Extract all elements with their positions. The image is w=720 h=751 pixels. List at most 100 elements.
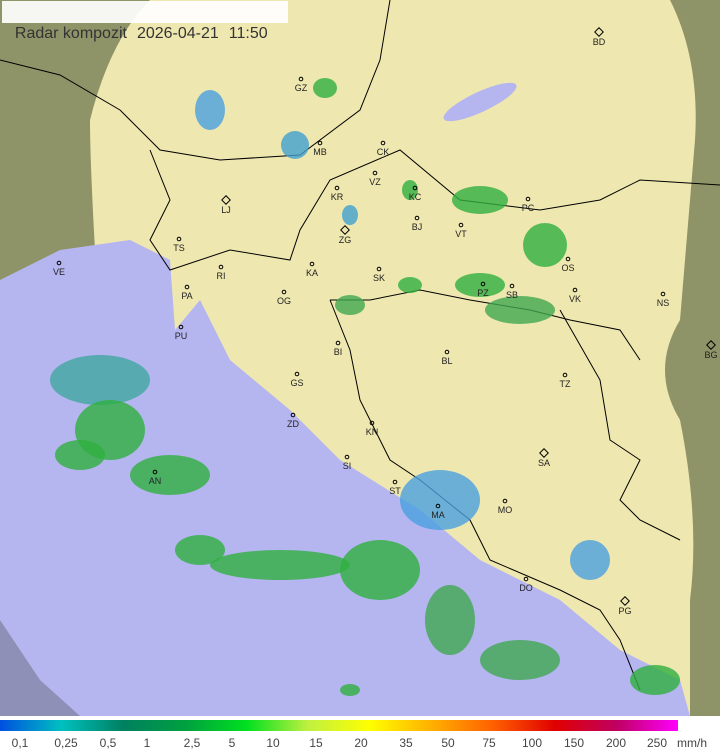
precip-cell xyxy=(398,277,422,293)
legend-label: 0,25 xyxy=(54,736,78,750)
svg-text:CK: CK xyxy=(377,147,390,157)
svg-text:PC: PC xyxy=(522,203,535,213)
legend-label: 200 xyxy=(605,736,627,750)
svg-text:KN: KN xyxy=(366,427,379,437)
svg-text:VZ: VZ xyxy=(369,177,381,187)
city-os: OS xyxy=(561,256,575,273)
legend-label: 150 xyxy=(563,736,585,750)
city-ns: NS xyxy=(657,291,670,308)
precip-cell xyxy=(342,205,358,225)
precip-cell xyxy=(630,665,680,695)
svg-text:VT: VT xyxy=(455,229,467,239)
legend-label: 0,1 xyxy=(11,736,29,750)
date: 2026-04-21 xyxy=(136,25,219,42)
svg-text:TS: TS xyxy=(173,243,185,253)
precip-cell xyxy=(340,540,420,600)
city-pa: PA xyxy=(181,284,193,301)
legend-label: 20 xyxy=(354,736,368,750)
city-vt: VT xyxy=(455,222,467,239)
legend-label: 2,5 xyxy=(183,736,201,750)
city-og: OG xyxy=(277,289,291,306)
svg-text:VK: VK xyxy=(569,294,581,304)
sea-outside xyxy=(0,620,80,716)
legend-label: 15 xyxy=(309,736,323,750)
svg-text:KC: KC xyxy=(409,192,422,202)
precipitation-layer xyxy=(50,78,680,696)
city-zg: ZG xyxy=(339,225,352,245)
city-tz: TZ xyxy=(560,372,571,389)
city-bd: BD xyxy=(593,27,606,47)
city-ts: TS xyxy=(173,236,185,253)
svg-text:SB: SB xyxy=(506,290,518,300)
city-lj: LJ xyxy=(221,195,231,215)
svg-text:BD: BD xyxy=(593,37,606,47)
radar-map[interactable]: GZ MB CK VZ LJ KR KC PC ZG BJ VT BD TS VE RI PA KA SK OG PZ… xyxy=(0,0,720,716)
legend-label: 5 xyxy=(228,736,236,750)
precip-cell xyxy=(313,78,337,98)
city-vz: VZ xyxy=(369,170,381,187)
precip-cell xyxy=(210,550,350,580)
svg-text:MO: MO xyxy=(498,505,513,515)
city-bi: BI xyxy=(334,340,343,357)
city-ck: CK xyxy=(377,140,390,157)
precip-cell xyxy=(400,470,480,530)
svg-text:TZ: TZ xyxy=(560,379,571,389)
precip-cell xyxy=(335,295,365,315)
city-sb: SB xyxy=(506,283,518,300)
time: 11:50 xyxy=(228,25,268,42)
svg-text:OG: OG xyxy=(277,296,291,306)
city-bj: BJ xyxy=(412,215,423,232)
svg-text:MB: MB xyxy=(313,147,327,157)
legend-label: 35 xyxy=(399,736,413,750)
city-si: SI xyxy=(343,454,351,471)
city-bl: BL xyxy=(441,349,453,366)
city-pz: PZ xyxy=(477,281,489,298)
city-vk: VK xyxy=(569,287,581,304)
svg-text:ZG: ZG xyxy=(339,235,352,245)
city-pg: PG xyxy=(618,596,632,616)
svg-text:BL: BL xyxy=(441,356,452,366)
precip-cell xyxy=(55,440,105,470)
svg-text:RI: RI xyxy=(217,271,226,281)
city-ma: MA xyxy=(431,503,445,520)
city-markers: GZ MB CK VZ LJ KR KC PC ZG BJ VT BD TS VE RI PA KA SK OG PZ… xyxy=(53,27,718,616)
city-st: ST xyxy=(389,479,401,496)
precip-cell xyxy=(570,540,610,580)
legend-color-bar xyxy=(0,720,678,731)
svg-text:SA: SA xyxy=(538,458,550,468)
precip-cell xyxy=(130,455,210,495)
legend-label: 50 xyxy=(441,736,455,750)
precip-cell xyxy=(402,180,418,200)
svg-text:NS: NS xyxy=(657,298,670,308)
city-mo: MO xyxy=(498,498,513,515)
city-an: AN xyxy=(149,469,161,486)
svg-text:BJ: BJ xyxy=(412,222,423,232)
legend-labels: 0,1 0,25 0,5 1 2,5 5 10 15 20 35 50 75 100 150 200 250 m… xyxy=(0,736,720,751)
legend-label: 1 xyxy=(143,736,151,750)
city-gs: GS xyxy=(290,371,304,388)
city-pu: PU xyxy=(175,324,188,341)
svg-text:BG: BG xyxy=(704,350,717,360)
city-zd: ZD xyxy=(287,412,299,429)
svg-text:PZ: PZ xyxy=(477,288,489,298)
legend-label: 10 xyxy=(266,736,280,750)
svg-text:LJ: LJ xyxy=(221,205,231,215)
svg-text:MA: MA xyxy=(431,510,445,520)
legend-unit: mm/h xyxy=(677,736,707,750)
city-bg: BG xyxy=(704,340,718,360)
title-box: Radar kompozit 2026-04-21 11:50 xyxy=(2,1,288,42)
precip-cell xyxy=(452,186,508,214)
svg-text:PU: PU xyxy=(175,331,188,341)
svg-text:BI: BI xyxy=(334,347,343,357)
legend-label: 100 xyxy=(521,736,543,750)
lake xyxy=(443,82,517,122)
precip-cell xyxy=(281,131,309,159)
city-mb: MB xyxy=(313,140,327,157)
city-pc: PC xyxy=(522,196,535,213)
legend-label: 250 xyxy=(646,736,668,750)
title: Radar kompozit xyxy=(14,25,127,42)
precip-cell xyxy=(195,90,225,130)
svg-text:ZD: ZD xyxy=(287,419,299,429)
legend-label: 0,5 xyxy=(99,736,117,750)
svg-text:PG: PG xyxy=(618,606,631,616)
